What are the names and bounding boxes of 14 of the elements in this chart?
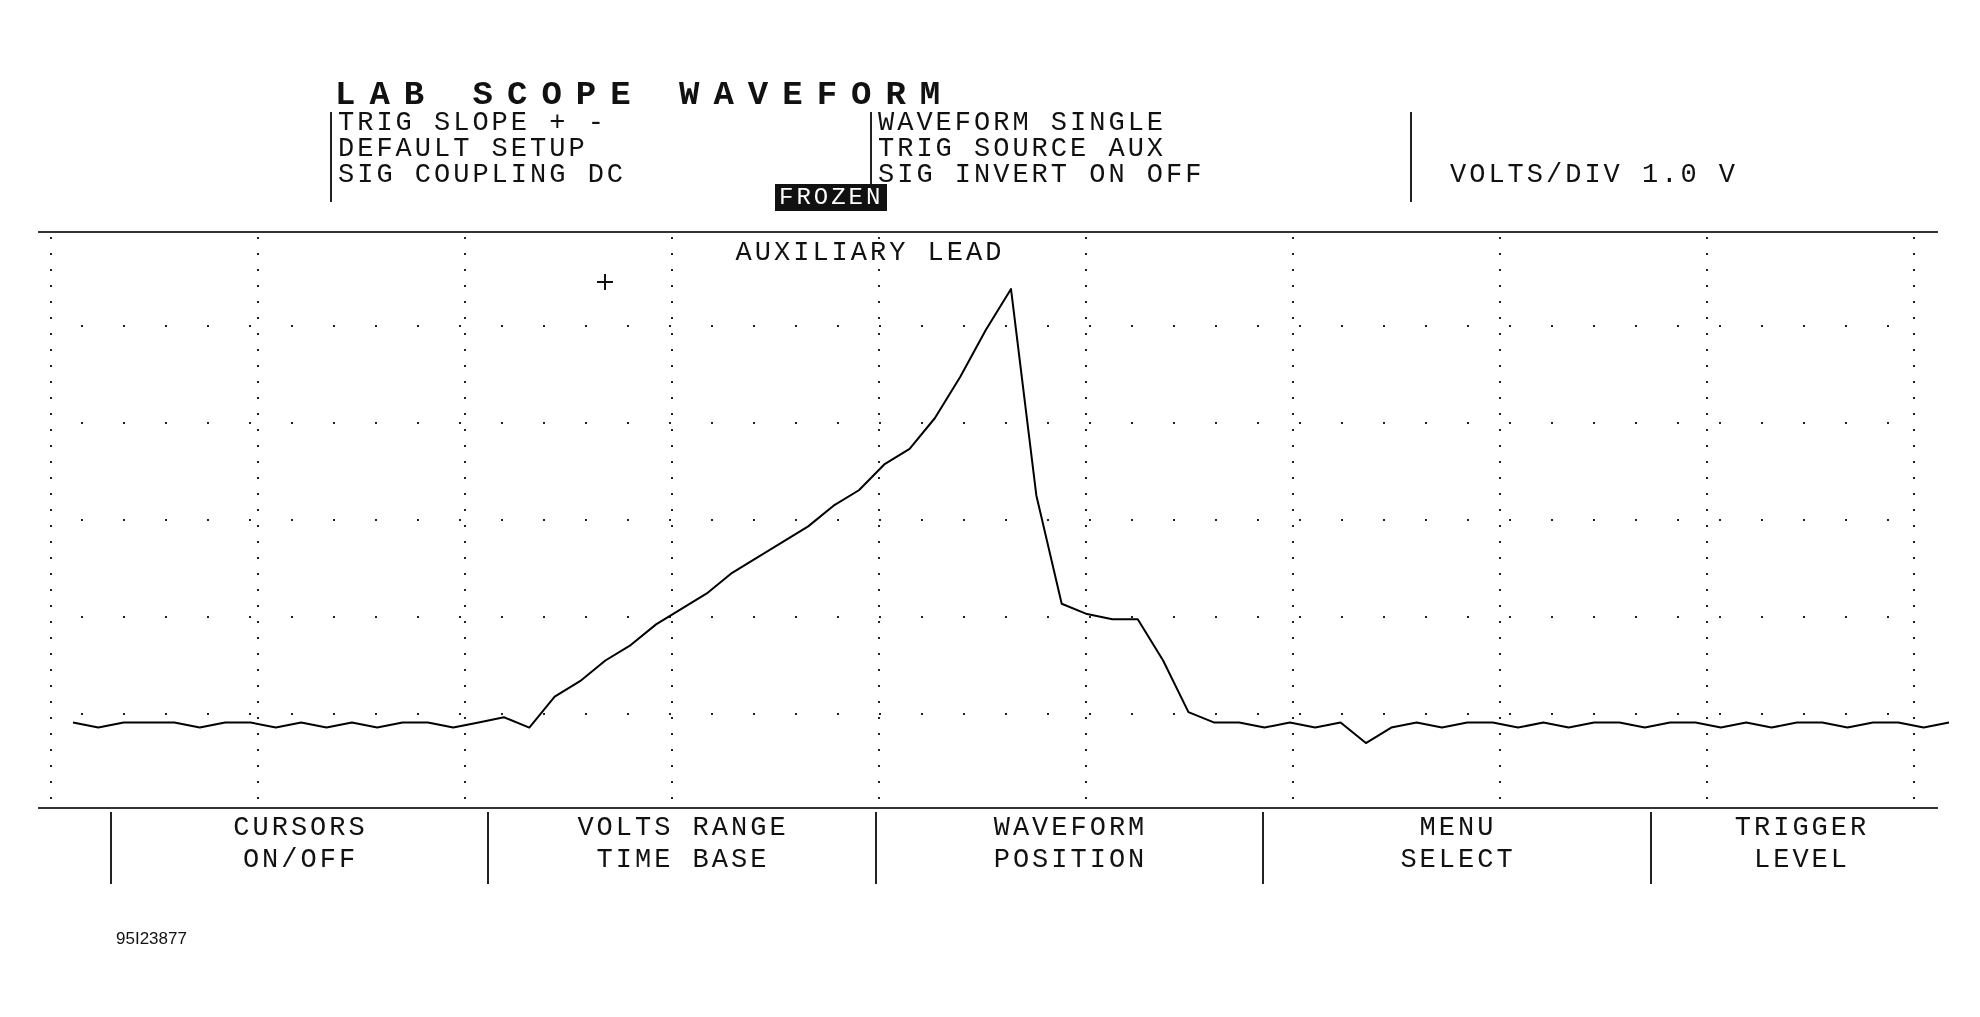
text: WAVEFORM [992,812,1149,844]
text: CURSORS [232,812,369,844]
text: FROZEN [775,184,888,211]
text: MENU [1418,812,1498,844]
text: LEVEL [1753,844,1851,876]
text: TIME BASE [595,844,771,876]
text: TRIGGER [1733,812,1871,844]
text: POSITION [992,844,1149,876]
text: 95I23877 [116,929,187,948]
text: ON/OFF [241,844,360,876]
text: VOLTS/DIV 1.0 V [1450,160,1739,190]
text: SELECT [1399,844,1517,876]
text: VOLTS RANGE [576,812,790,844]
chart-subtitle: AUXILIARY LEAD [734,238,1006,268]
